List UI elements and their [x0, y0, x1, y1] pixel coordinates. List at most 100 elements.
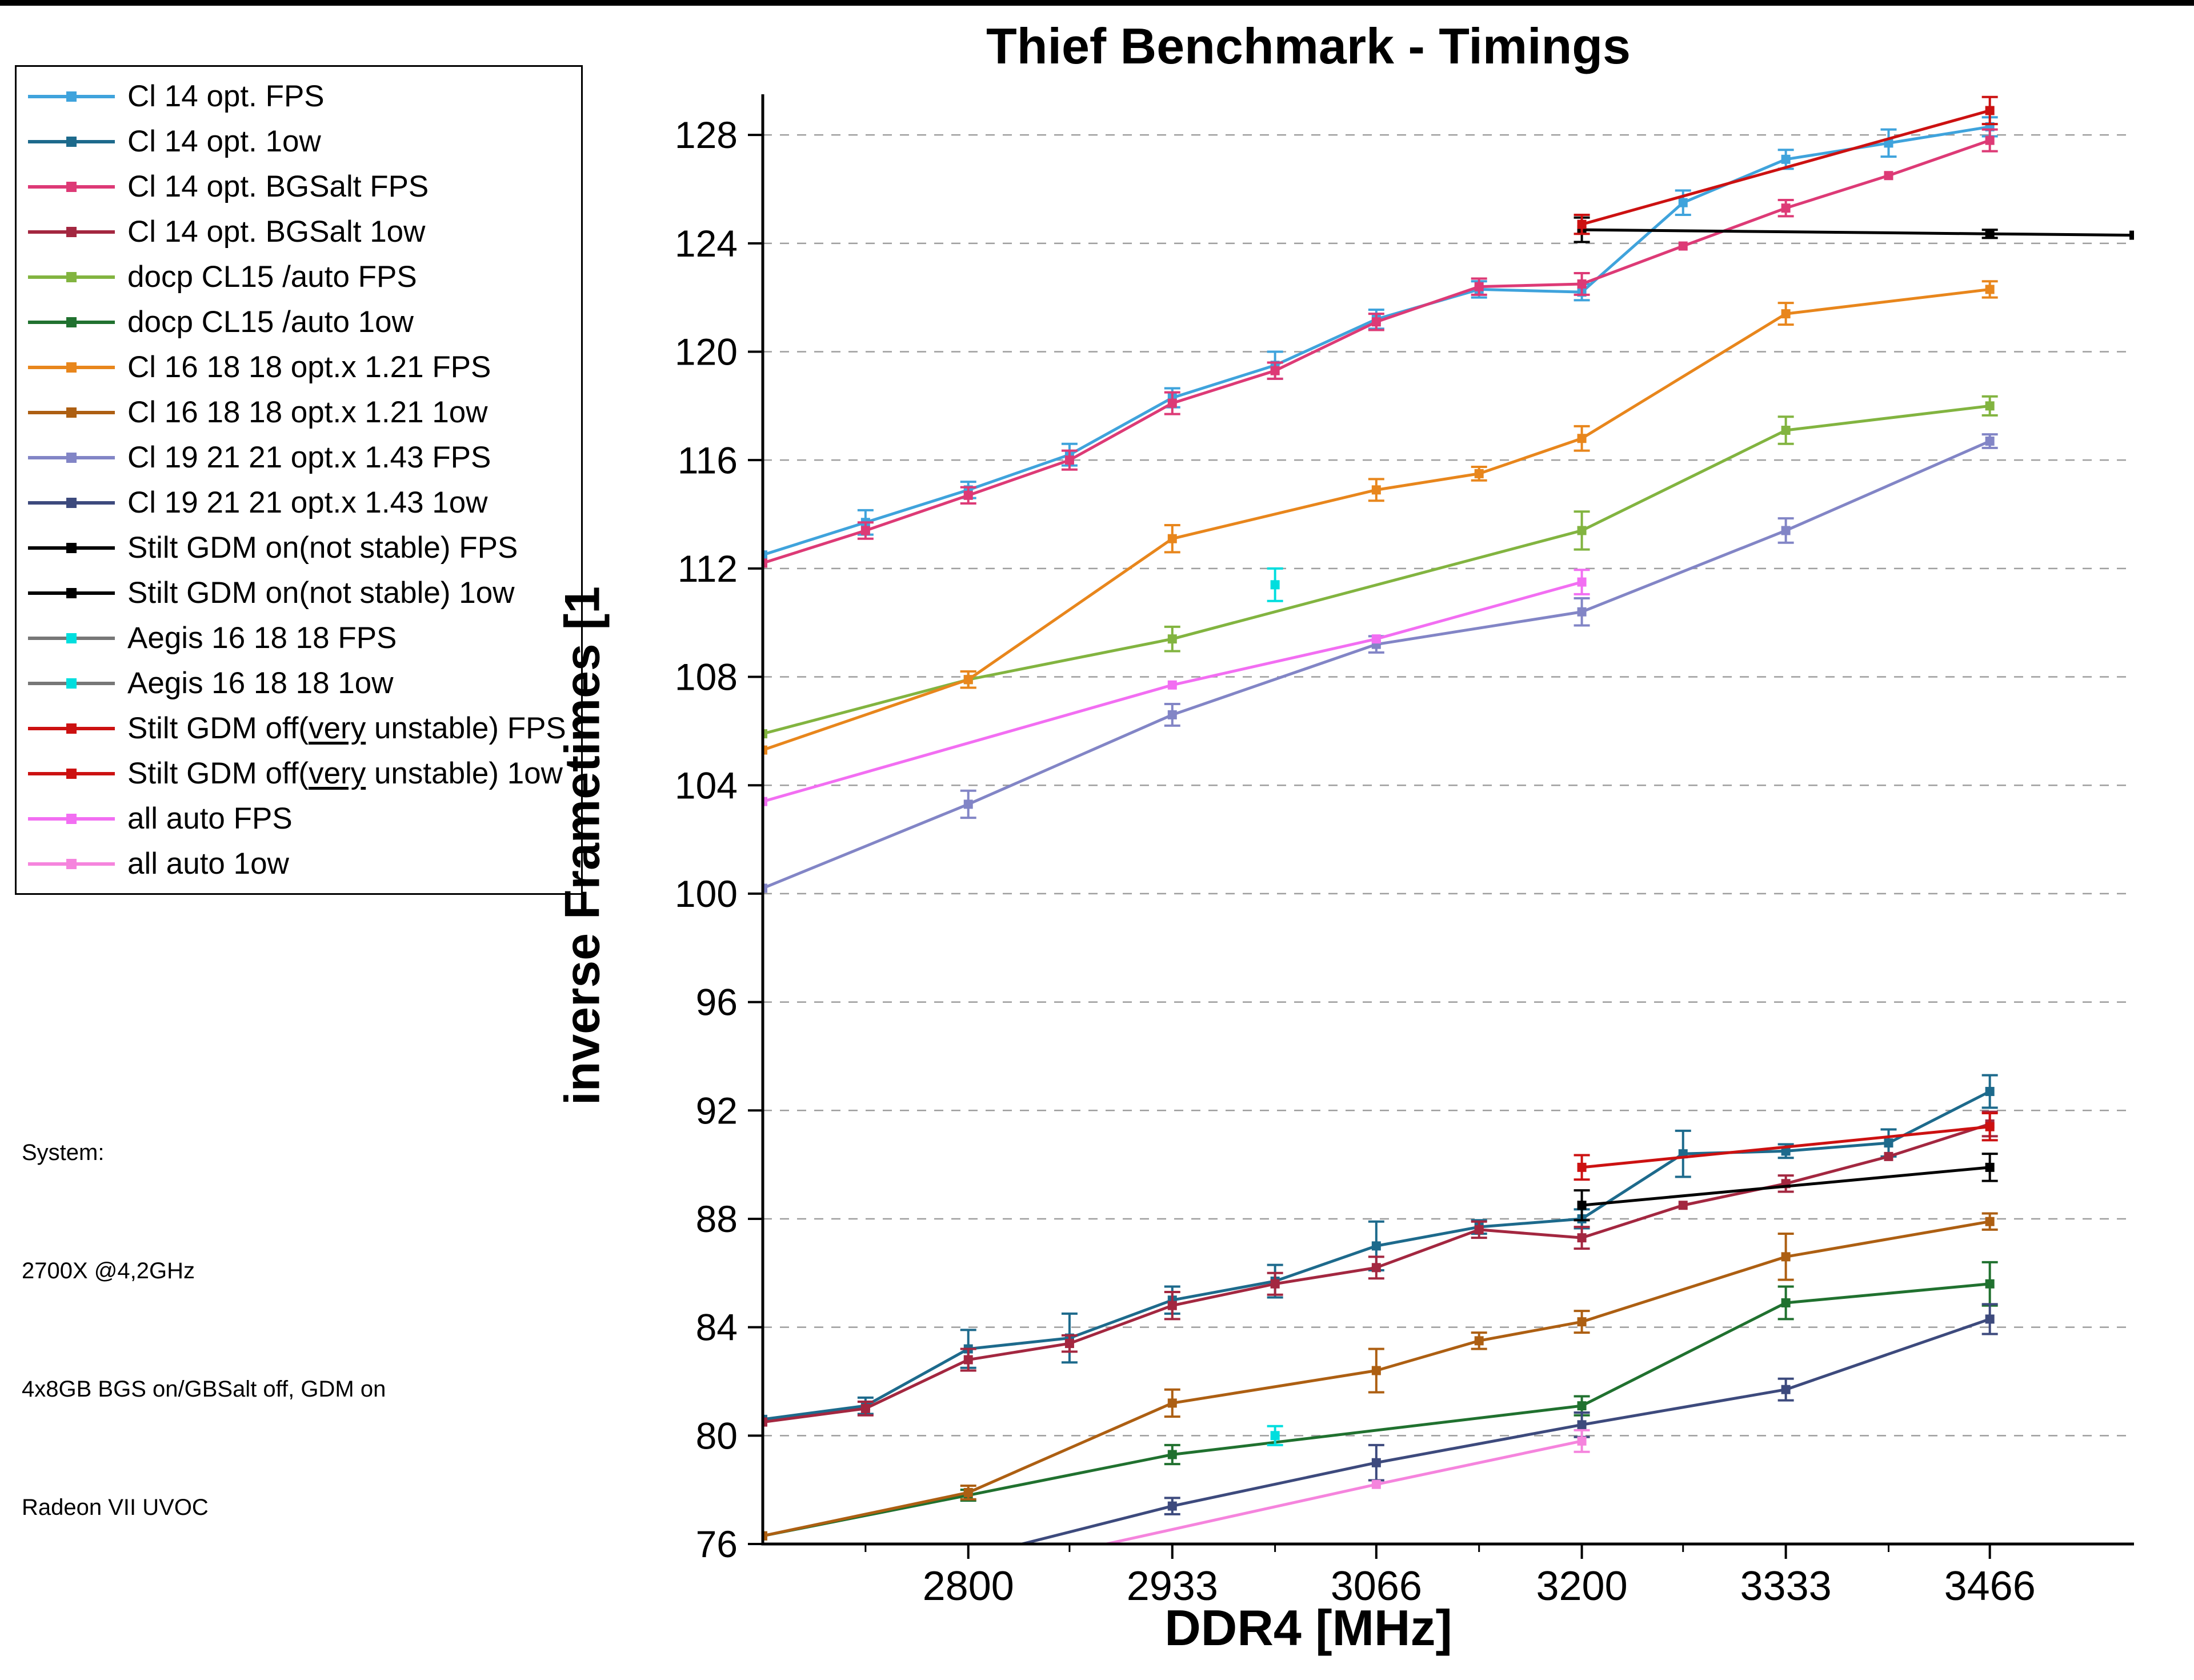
legend-label: all auto 1ow [127, 847, 289, 881]
system-note-line: Radeon VII UVOC [22, 1495, 209, 1520]
legend-label: Cl 19 21 21 opt.x 1.43 FPS [127, 441, 491, 474]
legend-item-4: docp CL15 /auto FPS [26, 254, 566, 299]
legend-label: Aegis 16 18 18 1ow [127, 666, 394, 700]
x-tick-label: 2800 [923, 1563, 1014, 1609]
top-border [0, 0, 2194, 6]
legend-label: docp CL15 /auto FPS [127, 260, 417, 294]
x-tick-label: 3466 [1944, 1563, 2036, 1609]
x-axis-label: DDR4 [MHz] [1164, 1599, 1452, 1656]
series-group [763, 95, 2134, 1544]
legend-item-11: Stilt GDM on(not stable) 1ow [26, 570, 566, 615]
y-tick-label: 112 [678, 547, 738, 590]
y-tick-label: 120 [675, 331, 738, 373]
series-line-13 [1267, 1425, 1283, 1446]
legend-label: Stilt GDM on(not stable) FPS [127, 531, 518, 565]
legend-label: Cl 16 18 18 opt.x 1.21 FPS [127, 350, 491, 384]
series-line-16 [763, 569, 1590, 806]
legend: Cl 14 opt. FPS Cl 14 opt. 1ow Cl 14 opt. B… [15, 65, 583, 895]
legend-line-marker [28, 271, 115, 282]
legend-line-marker [28, 768, 115, 779]
y-tick-label: 76 [696, 1523, 738, 1565]
y-tick-label: 116 [678, 439, 738, 481]
legend-label: Aegis 16 18 18 FPS [127, 621, 397, 655]
legend-item-1: Cl 14 opt. 1ow [26, 119, 566, 164]
legend-label: Stilt GDM off(very unstable) FPS [127, 711, 566, 745]
legend-line-marker [28, 407, 115, 418]
legend-label: Cl 16 18 18 opt.x 1.21 1ow [127, 395, 488, 429]
legend-line-marker [28, 226, 115, 237]
y-tick-label: 124 [675, 222, 738, 265]
legend-line-marker [28, 678, 115, 689]
legend-item-17: all auto 1ow [26, 841, 566, 886]
series-line-9 [1016, 1303, 1998, 1544]
y-tick-label: 108 [675, 656, 738, 698]
series-line-15 [1574, 1112, 1998, 1181]
system-note-line: 2700X @4,2GHz [22, 1258, 195, 1283]
legend-item-0: Cl 14 opt. FPS [26, 74, 566, 119]
gridlines [763, 134, 2134, 1437]
legend-item-16: all auto FPS [26, 796, 566, 841]
series-line-8 [763, 433, 1998, 893]
legend-item-15: Stilt GDM off(very unstable) 1ow [26, 751, 566, 796]
series-line-4 [763, 395, 1998, 739]
x-tick-label: 3066 [1331, 1563, 1422, 1609]
legend-item-3: Cl 14 opt. BGSalt 1ow [26, 209, 566, 254]
legend-label: Cl 14 opt. BGSalt FPS [127, 170, 429, 203]
series-line-10 [1574, 216, 2134, 243]
legend-label: docp CL15 /auto 1ow [127, 305, 414, 339]
series-line-3 [763, 1110, 1998, 1427]
y-tick-label: 96 [696, 981, 738, 1023]
legend-line-marker [28, 91, 115, 102]
y-tick-label: 104 [675, 764, 738, 806]
legend-line-marker [28, 181, 115, 192]
legend-item-10: Stilt GDM on(not stable) FPS [26, 525, 566, 570]
legend-line-marker [28, 317, 115, 327]
axes: 76 80 84 88 92 96 100 104 108 112 116 120 124 128 2800… [675, 94, 2134, 1609]
legend-label: Stilt GDM on(not stable) 1ow [127, 576, 515, 610]
y-tick-label: 80 [696, 1414, 738, 1457]
legend-item-9: Cl 19 21 21 opt.x 1.43 1ow [26, 480, 566, 525]
series-line-17 [1099, 1429, 1590, 1544]
series-line-11 [1574, 1153, 1998, 1222]
series-line-7 [763, 1212, 1998, 1541]
y-tick-label: 100 [675, 873, 738, 915]
legend-label: Stilt GDM off(very unstable) 1ow [127, 757, 563, 790]
system-note-line: System: [22, 1140, 105, 1165]
legend-line-marker [28, 723, 115, 734]
series-line-6 [763, 280, 1998, 755]
legend-line-marker [28, 542, 115, 553]
legend-item-12: Aegis 16 18 18 FPS [26, 615, 566, 661]
legend-label: all auto FPS [127, 802, 293, 835]
legend-item-6: Cl 16 18 18 opt.x 1.21 FPS [26, 345, 566, 390]
series-line-12 [1267, 567, 1283, 602]
legend-line-marker [28, 813, 115, 824]
legend-label: Cl 14 opt. BGSalt 1ow [127, 215, 426, 249]
legend-item-5: docp CL15 /auto 1ow [26, 299, 566, 345]
x-tick-label: 3200 [1536, 1563, 1627, 1609]
legend-item-14: Stilt GDM off(very unstable) FPS [26, 706, 566, 751]
y-tick-label: 92 [696, 1089, 738, 1131]
x-tick-label: 3333 [1740, 1563, 1832, 1609]
legend-label: Cl 14 opt. FPS [127, 79, 325, 113]
system-note-line: 4x8GB BGS on/GBSalt off, GDM on [22, 1377, 386, 1402]
legend-line-marker [28, 136, 115, 147]
legend-line-marker [28, 858, 115, 869]
legend-line-marker [28, 497, 115, 508]
legend-label: Cl 14 opt. 1ow [127, 125, 321, 158]
legend-line-marker [28, 362, 115, 373]
series-line-14 [1574, 95, 1998, 235]
legend-line-marker [28, 633, 115, 643]
legend-line-marker [28, 587, 115, 598]
legend-line-marker [28, 452, 115, 463]
chart-title: Thief Benchmark - Timings [986, 18, 1631, 74]
series-line-5 [763, 1261, 1998, 1541]
x-tick-label: 2933 [1127, 1563, 1218, 1609]
system-notes: System: 2700X @4,2GHz 4x8GB BGS on/GBSal… [22, 1140, 386, 1613]
legend-item-7: Cl 16 18 18 opt.x 1.21 1ow [26, 390, 566, 435]
legend-label: Cl 19 21 21 opt.x 1.43 1ow [127, 486, 488, 519]
legend-item-13: Aegis 16 18 18 1ow [26, 661, 566, 706]
y-tick-label: 128 [675, 114, 738, 156]
legend-item-8: Cl 19 21 21 opt.x 1.43 FPS [26, 435, 566, 480]
